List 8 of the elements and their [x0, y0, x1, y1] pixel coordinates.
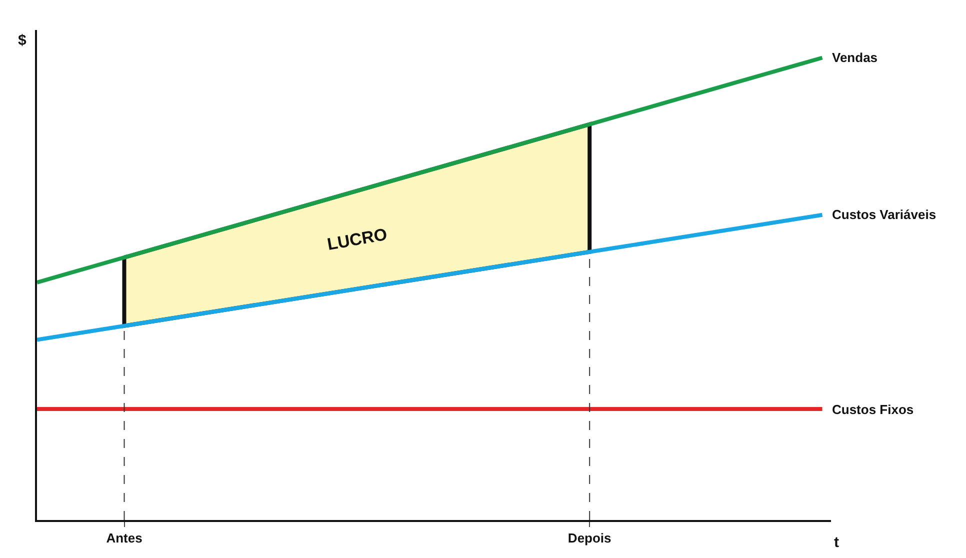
series-label: Custos Fixos: [832, 402, 914, 417]
annotation: LUCRO: [326, 224, 389, 254]
x-tick-label: Antes: [106, 530, 142, 546]
x-tick-label: Depois: [568, 530, 612, 546]
x-axis-title: t: [834, 534, 839, 551]
series-label: Vendas: [832, 50, 878, 65]
y-axis-title: $: [18, 32, 27, 49]
series-label: Custos Variáveis: [832, 207, 936, 222]
